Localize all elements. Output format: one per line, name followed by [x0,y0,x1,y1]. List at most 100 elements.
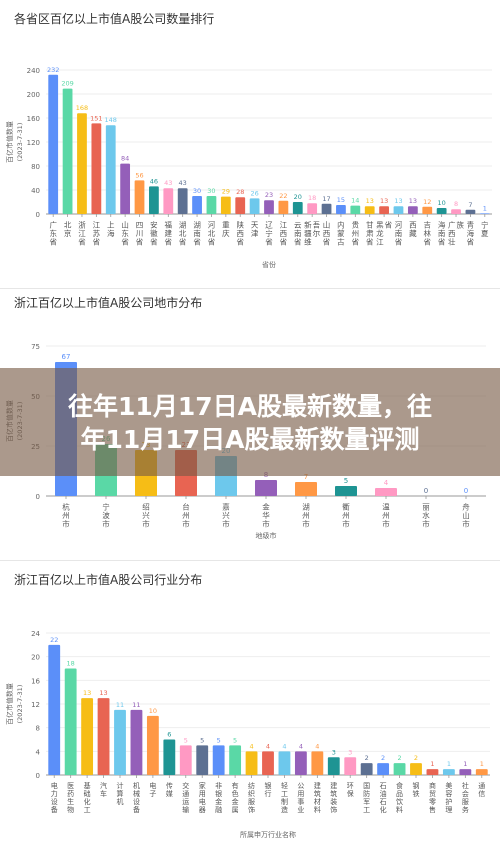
y-tick-label: 80 [31,163,40,171]
x-category-label: 丽水市 [422,503,430,529]
x-category-label: 交通运输 [182,781,189,814]
divider [0,288,500,289]
x-category-label: 广东省 [49,220,57,247]
bar-value-label: 43 [179,179,187,187]
y-tick-label: 8 [36,725,40,733]
x-category-label: 计算机 [117,781,124,806]
y-tick-label: 200 [27,91,40,99]
headline-line-1: 往年11月17日A股最新数量，往 [68,392,432,421]
x-category-label: 江西省 [280,221,288,247]
x-category-label: 云南省 [294,221,302,247]
bar-value-label: 30 [193,187,201,195]
bar-value-label: 30 [207,187,215,195]
bar-value-label: 2 [365,754,369,762]
bar [206,196,217,214]
y-tick-label: 160 [27,115,40,123]
x-category-label: 河北省 [208,221,216,247]
bar-value-label: 1 [463,760,467,768]
x-category-label: 纺织服饰 [248,781,255,814]
bar [442,769,455,775]
bar [134,180,145,214]
bar-value-label: 148 [105,116,117,124]
divider [0,560,500,561]
bar-value-label: 10 [438,199,446,207]
bar-value-label: 13 [366,197,374,205]
x-category-label: 海南省 [438,220,446,247]
bar [278,751,291,775]
bar [163,188,174,214]
x-category-label: 福建省 [165,221,173,247]
bar [77,113,87,214]
x-category-label: 绍兴市 [142,502,150,529]
x-category-label: 贵州省 [352,220,360,247]
x-category-label: 传媒 [166,781,173,798]
x-category-label: 建筑材料 [314,781,321,814]
x-category-label: 四川省 [136,221,144,247]
bar [422,206,433,214]
bar [465,209,476,214]
x-category-label: 舟山市 [462,502,470,529]
bar [278,200,289,214]
bar-value-label: 1 [483,204,487,212]
x-category-label: 石油石化 [380,782,387,814]
x-category-label: 杭州市 [62,502,70,529]
bar [311,751,324,775]
bar-value-label: 17 [322,195,330,203]
y-tick-label: 240 [27,67,40,75]
bar-value-label: 5 [344,477,348,485]
x-axis-label: 所属申万行业名称 [240,830,296,839]
bar [81,698,94,775]
bar-value-label: 11 [116,701,124,709]
x-category-label: 内蒙古 [337,220,345,247]
x-category-label: 通信 [478,781,485,798]
bar [146,715,159,775]
bar-value-label: 13 [83,689,91,697]
bar-value-label: 2 [397,754,401,762]
x-category-label: 非银金融 [215,781,222,814]
bar [295,482,317,496]
headline-line-2: 年11月17日A股最新数量评测 [80,425,420,454]
article-headline: 往年11月17日A股最新数量，往 年11月17日A股最新数量评测 [0,390,500,456]
chart-title-cities: 浙江百亿以上市值A股公司地市分布 [14,296,203,310]
y-tick-label: 75 [31,343,40,351]
bar [344,757,357,775]
x-category-label: 公用事业 [297,782,304,814]
x-category-label: 建筑装饰 [330,781,337,814]
x-category-label: 医药生物 [67,782,74,814]
x-category-label: 电子 [149,781,156,798]
x-category-label: 国防军工 [363,782,370,814]
x-category-label: 江苏省 [93,221,101,247]
bar [336,205,346,214]
bar-value-label: 15 [337,196,345,204]
bar-value-label: 2 [414,754,418,762]
x-category-label: 北京 [64,221,72,239]
x-category-label: 商贸零售 [429,781,436,814]
x-category-label: 嘉兴市 [222,502,230,529]
bar-value-label: 0 [424,487,428,495]
bar-value-label: 7 [304,473,308,481]
bar [105,125,116,214]
bar [292,202,303,214]
x-category-label: 钢铁 [413,781,420,798]
y-tick-label: 40 [31,187,40,195]
bar [436,208,447,214]
bar [255,480,277,496]
bar-value-label: 22 [279,192,287,200]
x-category-label: 基础化工 [84,781,91,814]
bar [377,763,390,775]
y-tick-label: 0 [36,493,40,501]
x-axis-label: 省份 [262,260,276,269]
bar-value-label: 4 [384,479,389,487]
x-category-label: 广西壮族 [448,220,465,247]
bar-value-label: 151 [90,114,102,122]
x-category-label: 环保 [347,782,354,798]
y-tick-label: 16 [31,677,40,685]
bar [262,751,274,775]
bar [360,763,373,775]
bar [264,200,274,214]
bar [64,668,77,775]
x-category-label: 金华市 [262,502,270,529]
bar [163,739,176,775]
x-category-label: 宁夏 [481,220,489,239]
bar [335,486,357,496]
